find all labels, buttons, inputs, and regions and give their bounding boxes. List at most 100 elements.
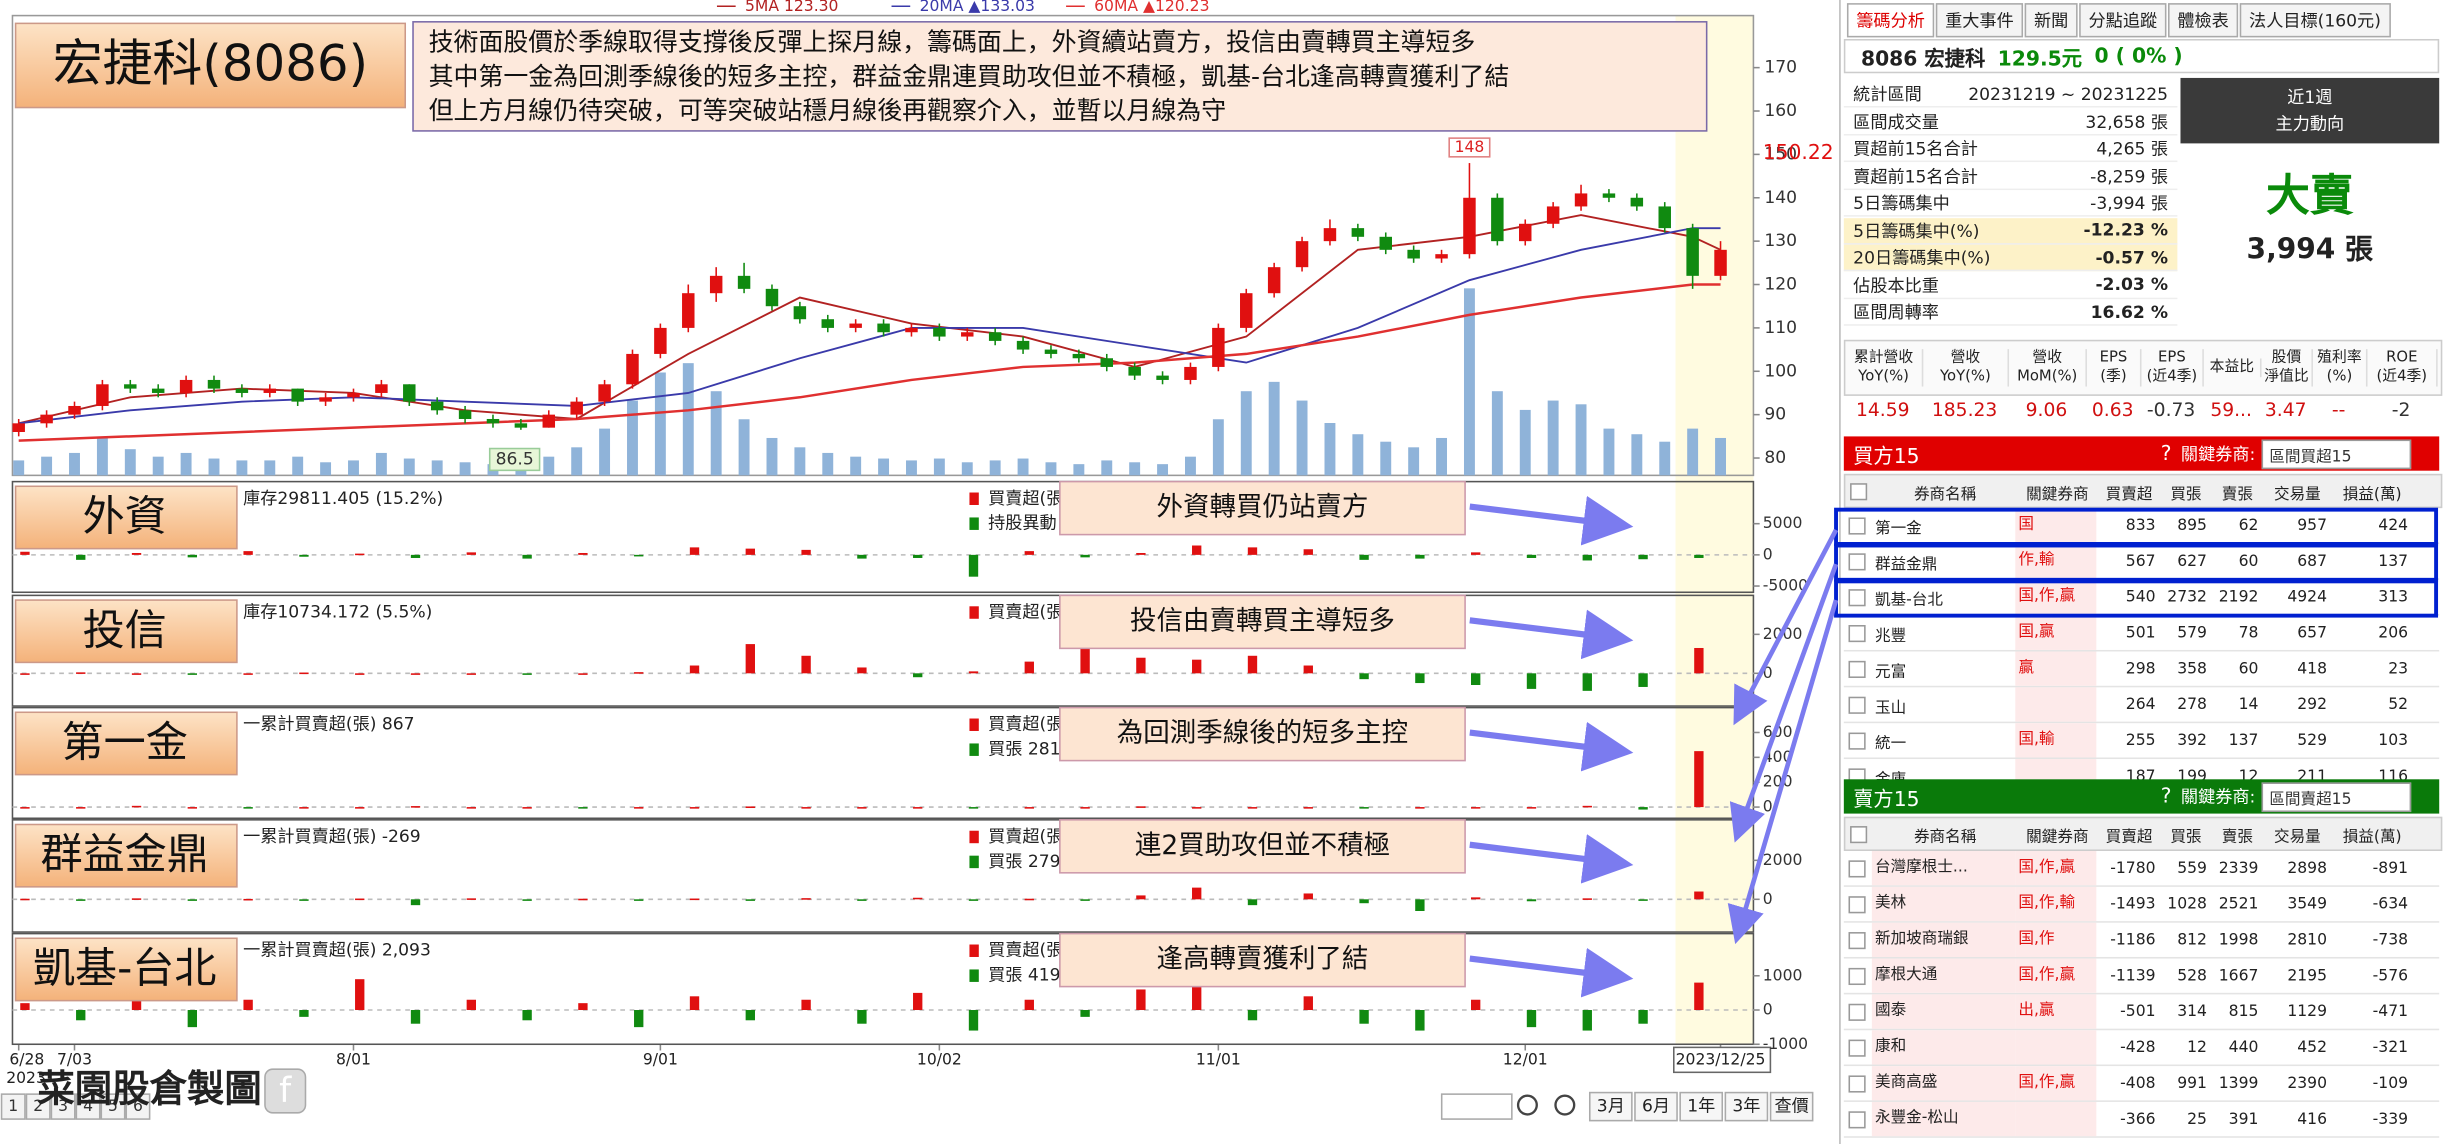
range-button-label[interactable]: 3月 bbox=[1597, 1097, 1625, 1117]
volume-bar bbox=[738, 419, 750, 476]
y-tick-label: 170 bbox=[1764, 58, 1797, 78]
stat-row: 賣超前15名合計 -8,259 張 bbox=[1843, 162, 2178, 190]
tab[interactable]: 重大事件 bbox=[1935, 3, 2024, 38]
help-icon[interactable]: ? bbox=[2160, 784, 2172, 809]
candle-body bbox=[458, 410, 472, 419]
flow-bar bbox=[466, 552, 476, 555]
flow-bar bbox=[522, 1010, 532, 1021]
checkbox[interactable] bbox=[1848, 1038, 1866, 1056]
checkbox[interactable] bbox=[1848, 660, 1866, 678]
page-button bbox=[0, 1093, 26, 1120]
table-header-cell: 買張 bbox=[2170, 485, 2202, 503]
x-tick-label: 12/01 bbox=[1503, 1050, 1548, 1068]
broker-name: 兆豐 bbox=[1874, 627, 1907, 645]
flow-bar bbox=[299, 899, 309, 901]
side-panel: 籌碼分析 重大事件 新聞 分點追蹤 體檢表 法人目標(160元) 8086 宏捷科 129.5… bbox=[1839, 0, 2444, 1144]
fund-header-line: 本益比 bbox=[2209, 358, 2255, 376]
table-number: 23 bbox=[2388, 660, 2409, 678]
broker-select[interactable]: 區間買超15 bbox=[2261, 438, 2412, 469]
checkbox[interactable] bbox=[1848, 931, 1866, 949]
table-header-cell: 交易量 bbox=[2273, 485, 2321, 503]
volume-bar bbox=[1157, 464, 1169, 476]
checkbox[interactable] bbox=[1848, 588, 1866, 606]
checkbox[interactable] bbox=[1848, 695, 1866, 714]
range-button-label[interactable]: 1年 bbox=[1687, 1097, 1715, 1117]
table-number: 4924 bbox=[2287, 588, 2327, 606]
tab[interactable]: 籌碼分析 bbox=[1846, 3, 1935, 38]
flow-bar bbox=[578, 807, 588, 809]
table-number: -501 bbox=[2120, 1002, 2156, 1021]
volume-bar bbox=[69, 452, 80, 476]
broker-name: 凱基-台北 bbox=[1874, 591, 1943, 609]
flow-bar bbox=[1415, 807, 1425, 809]
y-tick-label: 2000 bbox=[1763, 851, 1803, 869]
last-price: 150.22 bbox=[1763, 140, 1834, 164]
panel-label: 投信 bbox=[83, 605, 167, 654]
broker-select[interactable]: 區間賣超15 bbox=[2261, 781, 2412, 812]
flow-bar bbox=[243, 807, 253, 809]
checkbox[interactable] bbox=[1848, 967, 1866, 985]
summary-title: 近1週 bbox=[2287, 87, 2333, 108]
table-number: 78 bbox=[2238, 624, 2259, 642]
flow-bar bbox=[801, 898, 811, 900]
table-row: 美林 国,作,輸 -1493 1028 2521 3549 -634 bbox=[1843, 886, 2440, 923]
y-tick-label: 80 bbox=[1764, 448, 1786, 468]
flow-bar bbox=[187, 899, 198, 901]
broker-name: 康和 bbox=[1871, 1030, 2016, 1065]
range-button-label[interactable]: 查價 bbox=[1774, 1097, 1808, 1117]
candle-body bbox=[1379, 236, 1392, 250]
range-button[interactable] bbox=[1724, 1091, 1769, 1122]
table-title: 賣方15 bbox=[1853, 787, 1920, 812]
note-text: 逢高轉賣獲利了結 bbox=[1157, 944, 1369, 975]
fund-header-line: 殖利率 bbox=[2317, 349, 2362, 367]
table-number: 25 bbox=[2187, 1110, 2207, 1128]
flow-bar bbox=[1526, 673, 1537, 689]
checkbox[interactable] bbox=[1848, 516, 1866, 534]
range-button-label[interactable]: 3年 bbox=[1732, 1097, 1760, 1117]
flow-bar bbox=[913, 554, 923, 558]
flow-bar bbox=[410, 806, 421, 808]
volume-bar bbox=[1380, 441, 1392, 476]
range-button[interactable] bbox=[1769, 1091, 1814, 1122]
checkbox[interactable] bbox=[1848, 1002, 1866, 1021]
candle-body bbox=[598, 384, 611, 402]
candle-body bbox=[151, 388, 165, 393]
checkbox[interactable] bbox=[1848, 1110, 1866, 1128]
side-text: 買張 419 bbox=[988, 966, 1060, 986]
flow-bar bbox=[689, 898, 700, 901]
range-button[interactable] bbox=[1588, 1091, 1633, 1122]
checkbox[interactable] bbox=[1848, 1074, 1866, 1092]
volume-bar bbox=[627, 400, 638, 476]
checkbox[interactable] bbox=[1848, 859, 1866, 877]
tab[interactable]: 法人目標(160元) bbox=[2239, 3, 2391, 38]
help-icon[interactable]: ? bbox=[2160, 441, 2172, 466]
table-row: 第一金 国 833 895 62 957 424 bbox=[1843, 508, 2440, 544]
stat-value: 32,658 張 bbox=[2085, 111, 2169, 132]
stat-value: -12.23 % bbox=[2083, 219, 2169, 241]
flow-bar bbox=[410, 673, 421, 675]
volume-bar bbox=[208, 458, 220, 476]
checkbox[interactable] bbox=[1848, 624, 1866, 642]
page-button bbox=[75, 1093, 101, 1120]
range-button[interactable] bbox=[1634, 1091, 1678, 1122]
tab[interactable]: 新聞 bbox=[2024, 3, 2078, 38]
flow-bar bbox=[1136, 657, 1146, 674]
panel-label: 凱基-台北 bbox=[33, 944, 216, 993]
range-button[interactable] bbox=[1679, 1091, 1724, 1122]
range-button-label[interactable]: 6月 bbox=[1642, 1097, 1670, 1117]
table-number: 12 bbox=[2187, 1038, 2207, 1056]
candle-body bbox=[988, 332, 1002, 341]
checkbox[interactable] bbox=[1848, 895, 1866, 913]
flow-bar bbox=[131, 898, 142, 900]
tab[interactable]: 體檢表 bbox=[2168, 3, 2239, 38]
flow-bar bbox=[1136, 895, 1146, 900]
table-row: 台灣摩根士... 国,作,贏 -1780 559 2339 2898 -891 bbox=[1843, 850, 2440, 887]
checkbox[interactable] bbox=[1848, 731, 1866, 749]
checkbox[interactable] bbox=[1848, 552, 1866, 570]
candle-body bbox=[1295, 241, 1309, 268]
volume-bar bbox=[41, 456, 53, 476]
stat-value: -3,994 張 bbox=[2090, 193, 2169, 214]
flow-bar bbox=[187, 673, 198, 675]
tab[interactable]: 分點追蹤 bbox=[2079, 3, 2167, 38]
flow-bar bbox=[299, 672, 309, 675]
